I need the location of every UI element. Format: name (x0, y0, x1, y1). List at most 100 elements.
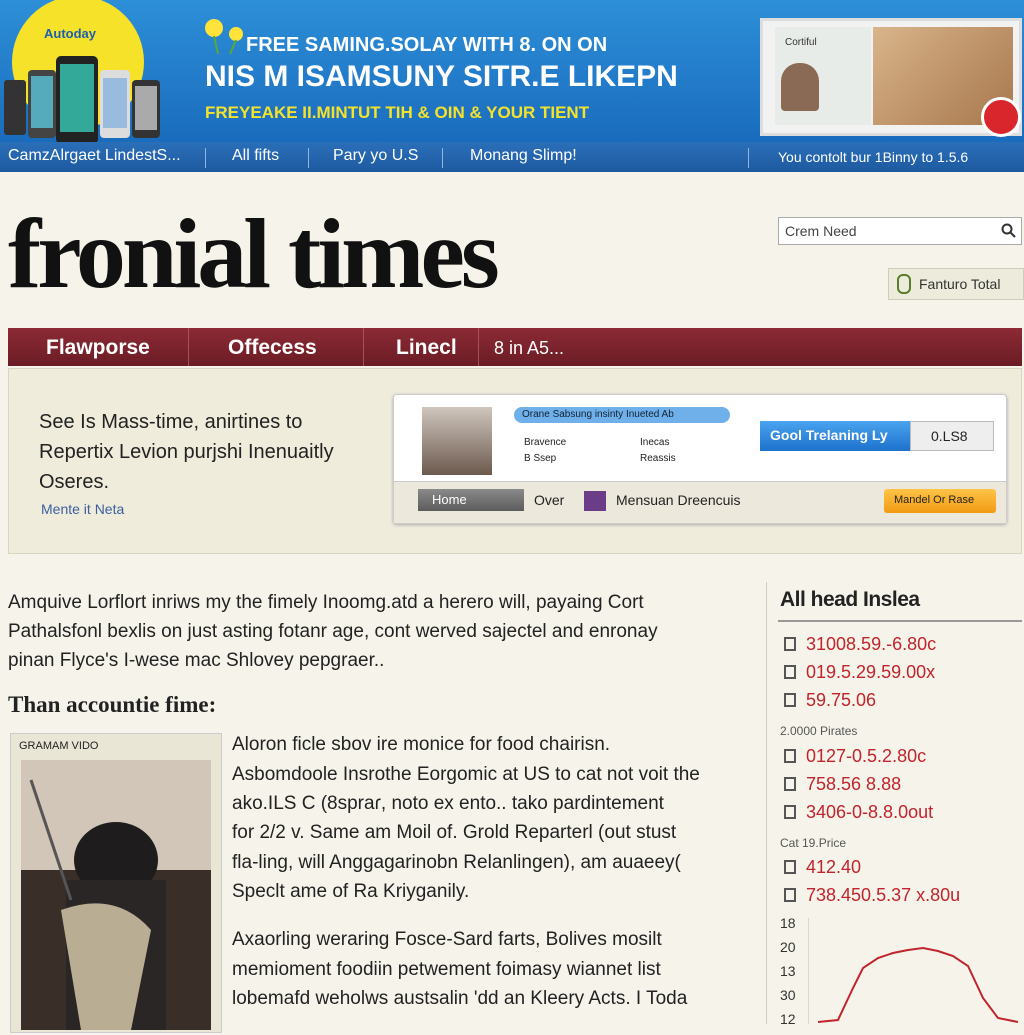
sparkline (808, 918, 1019, 1024)
item-value: 412.40 (806, 857, 862, 877)
search-box[interactable]: Crem Need (778, 217, 1022, 245)
item-icon (784, 888, 796, 902)
item-value: 019.5.29.59.00x (806, 662, 936, 682)
headline: FREYEAKE II.MINTUT TIH & OIN & YOUR TIEN… (205, 103, 590, 122)
masthead-title: fronial times (8, 198, 500, 309)
card-item: Bravence (524, 437, 567, 448)
subhead: 2.0000 Pirates (780, 724, 858, 738)
ad-caption: Cortiful (785, 37, 817, 48)
list-item: 0127-0.5.2.80c (784, 746, 933, 774)
card: Orane Sabsung insinty Inueted Ab Bravenc… (393, 394, 1007, 524)
item-icon (784, 805, 796, 819)
article-line: lobemafd weholws austsalin 'dd an Kleery… (232, 988, 688, 1009)
card-item: Reassis (640, 453, 676, 464)
nav-note: You contolt bur 1Binny to 1.5.6 (778, 149, 969, 165)
card-value: 0.LS8 (910, 421, 994, 451)
chart-label: 13 (780, 963, 796, 979)
home-button[interactable]: Home (418, 489, 524, 511)
article-line: memioment foodiin petwement foimasy wian… (232, 959, 661, 980)
chart-label: 30 (780, 987, 796, 1003)
article-line: ako.ILS C (8spraɾ, noto ex ento.. tako p… (232, 793, 664, 814)
section-item[interactable]: Offecess (228, 336, 317, 359)
search-placeholder: Crem Need (785, 223, 857, 239)
card-item: Inecas (640, 437, 670, 448)
rule (778, 620, 1022, 622)
list-item: 738.450.5.37 x.80u (784, 885, 960, 913)
list: 0127-0.5.2.80c 758.56 8.88 3406-0-8.8.0out (784, 746, 933, 830)
feature-button[interactable]: Fanturo Total (888, 268, 1024, 300)
subhead: Cat 19.Price (780, 836, 847, 850)
article-heading: Than accountie fime: (8, 692, 217, 717)
section-item[interactable]: 8 in A5... (494, 338, 565, 358)
search-icon (1001, 223, 1016, 238)
item-icon (784, 693, 796, 707)
chart-label: 12 (780, 1011, 796, 1027)
article-line: Amquive Lorflort inriws my the fimely In… (8, 592, 644, 613)
headline: FREE SAMING.SOLAY WITH 8. ON ON (246, 34, 608, 56)
nav-item[interactable]: CamzAlrgaet LindestS... (8, 147, 181, 164)
item-icon (784, 749, 796, 763)
list-item: 3406-0-8.8.0out (784, 802, 933, 830)
image-caption: GRAMAM VIDO (19, 740, 99, 752)
section-item[interactable]: Flawporse (46, 336, 150, 359)
list-item: 019.5.29.59.00x (784, 662, 936, 690)
ad-portrait (781, 63, 819, 111)
item-icon (784, 777, 796, 791)
flower-icon (205, 19, 243, 54)
card-portrait (422, 407, 492, 475)
list-item: 412.40 (784, 857, 960, 885)
nav-item[interactable]: Pary yo U.S (333, 147, 419, 164)
badge: Autoday (44, 26, 96, 41)
item-icon (784, 637, 796, 651)
nav-item[interactable]: Monang Slimp! (470, 147, 577, 164)
banner: Autoday FREE SAMING.SOLAY WITH 8. ON ON … (0, 0, 1024, 142)
headline: NIS M ISAMSUNY SITR.E LIKEPN (205, 60, 678, 93)
phone-graphic (4, 0, 160, 142)
list-item: 59.75.06 (784, 690, 936, 718)
top-nav: CamzAlrgaet LindestS... All fifts Pary y… (0, 142, 1024, 172)
brand-icon (584, 491, 606, 511)
divider (766, 582, 767, 1024)
image-box: GRAMAM VIDO (10, 733, 222, 1033)
ad-box: Cortiful (760, 18, 1022, 137)
article-line: Axaorling weraring Fosce-Sard farts, Bol… (232, 929, 662, 950)
article-line: fla-ling, will Anggagarinobn Relanlingen… (232, 852, 681, 873)
item-value: 758.56 8.88 (806, 774, 902, 794)
item-value: 3406-0-8.8.0out (806, 802, 934, 822)
chart-labels: 18 20 13 30 12 (780, 915, 796, 1035)
card-brand: Mensuan Dreencuis (616, 492, 741, 508)
article-line: Speclt ame of Ra Kriyganily. (232, 881, 470, 902)
item-icon (784, 860, 796, 874)
card-item: B Ssep (524, 453, 557, 464)
button-icon (897, 274, 911, 294)
section-nav: Flawporse Offecess Linecl 8 in A5... (8, 328, 1022, 366)
feature-link[interactable]: Mente it Neta (41, 501, 125, 517)
article-line: pinan Flyce's I-wese mac Shlovey pepgrae… (8, 650, 385, 671)
card-link[interactable]: Over (534, 492, 565, 508)
card-button[interactable]: Gool Trelaning Ly (760, 421, 910, 451)
action-button[interactable]: Mandel Or Rase (884, 489, 996, 513)
list: 31008.59.-6.80c 019.5.29.59.00x 59.75.06 (784, 634, 936, 718)
chart-label: 18 (780, 915, 796, 931)
article-line: Aloron ficle sbov ire monice for food ch… (232, 734, 611, 755)
article-image (21, 760, 211, 1030)
list-item: 31008.59.-6.80c (784, 634, 936, 662)
feature-text: See Is Mass-time, anirtines to Repertix … (39, 411, 334, 493)
card-pill: Orane Sabsung insinty Inueted Ab (514, 407, 730, 423)
next-button[interactable] (981, 97, 1021, 137)
item-value: 31008.59.-6.80c (806, 634, 937, 654)
button-label: Fanturo Total (919, 276, 1001, 292)
article-line: Asbomdoole Insrothe Eorgomic at US to ca… (232, 764, 700, 785)
item-value: 738.450.5.37 x.80u (806, 885, 961, 905)
article-line: for 2/2 v. Same am Moil of. Grold Repart… (232, 822, 677, 843)
section-item[interactable]: Linecl (396, 336, 457, 359)
list-item: 758.56 8.88 (784, 774, 933, 802)
nav-item[interactable]: All fifts (232, 147, 280, 164)
article-line: Pathalsfonl bexlis on just asting fotanr… (8, 621, 658, 642)
item-value: 0127-0.5.2.80c (806, 746, 927, 766)
feature-box: See Is Mass-time, anirtines to Repertix … (8, 368, 1022, 554)
item-icon (784, 665, 796, 679)
chart-label: 20 (780, 939, 796, 955)
sidebar-title: All head Inslea (780, 588, 920, 611)
